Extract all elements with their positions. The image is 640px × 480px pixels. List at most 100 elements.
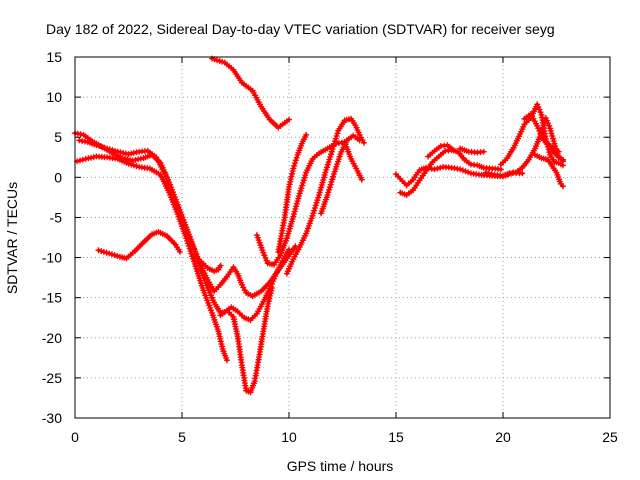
data-point (93, 142, 100, 149)
data-point (95, 247, 102, 254)
y-tick-label: 5 (54, 129, 62, 145)
data-point (555, 148, 562, 155)
series-arc-deep (217, 285, 275, 396)
data-point (217, 262, 224, 269)
x-tick-label: 5 (178, 429, 186, 445)
series-arc-rise-a (253, 139, 365, 268)
data-point (111, 252, 118, 259)
y-tick-label: -10 (42, 250, 62, 266)
series-arc-evening-b (397, 147, 504, 198)
series-arc-main-c (74, 153, 230, 364)
data-point (77, 157, 83, 164)
data-point (559, 158, 566, 165)
series-arc-late-a (482, 115, 566, 179)
series-arc-rise-d (318, 132, 363, 217)
data-point (431, 166, 438, 173)
y-axis-title: SDTVAR / TECUs (4, 182, 20, 294)
y-tick-label: 10 (46, 89, 62, 105)
data-point (559, 183, 566, 190)
chart-title: Day 182 of 2022, Sidereal Day-to-day VTE… (46, 21, 555, 37)
series-arc-main-b (76, 137, 299, 300)
data-point (108, 251, 115, 258)
data-point (268, 285, 275, 291)
x-tick-label: 10 (281, 429, 297, 445)
data-point (356, 137, 363, 144)
series-arc-late-d (532, 151, 566, 190)
data-point (98, 248, 105, 255)
grid (75, 57, 610, 418)
data-point (100, 248, 107, 255)
data-point (299, 182, 306, 189)
data-point (101, 144, 108, 151)
series-arc-left-low (95, 228, 183, 262)
axis-ticks (74, 56, 611, 419)
data-point (176, 248, 183, 255)
data-point (437, 164, 444, 171)
data-point (106, 250, 113, 257)
data-point (303, 131, 310, 138)
x-tick-label: 0 (71, 429, 79, 445)
y-tick-label: -20 (42, 330, 62, 346)
data-point (112, 147, 119, 154)
data-point (536, 106, 543, 113)
series-arc-rise-b (275, 131, 310, 255)
data-point (465, 169, 472, 176)
series-layer (72, 55, 566, 396)
x-tick-label: 20 (495, 429, 511, 445)
series-arc-rise-c (283, 115, 367, 277)
series-arc-short (191, 253, 224, 275)
series-line (75, 154, 229, 362)
plot-area (74, 56, 611, 419)
data-point (106, 146, 113, 153)
data-point (485, 170, 492, 177)
x-tick-label: 15 (388, 429, 404, 445)
data-point (261, 252, 268, 259)
data-point (104, 145, 111, 152)
series-arc-late-e (542, 138, 566, 165)
series-arc-evening-d (457, 145, 487, 156)
series-arc-late-b (497, 101, 566, 169)
data-point (133, 163, 140, 170)
data-point (482, 169, 489, 176)
data-point (457, 166, 464, 173)
data-point (480, 148, 487, 155)
data-point (292, 243, 299, 250)
data-point (130, 162, 137, 169)
y-axis: -30 -25 -20 -15 -10 -5 0 5 10 15 (42, 49, 62, 426)
y-tick-label: 0 (54, 169, 62, 185)
y-tick-label: -25 (42, 370, 62, 386)
y-tick-label: -15 (42, 290, 62, 306)
data-point (125, 160, 132, 167)
series-line (255, 140, 364, 267)
data-point (292, 160, 298, 167)
x-axis: 0 5 10 15 20 25 (71, 429, 618, 445)
data-point (96, 143, 103, 149)
data-point (79, 156, 86, 163)
data-point (360, 139, 367, 146)
data-point (546, 149, 553, 156)
data-point (292, 157, 299, 164)
data-point (358, 176, 365, 183)
data-point (327, 181, 334, 188)
data-point (450, 147, 457, 154)
data-point (488, 171, 495, 178)
data-point (290, 165, 297, 172)
x-axis-title: GPS time / hours (287, 458, 394, 474)
series-arc-evening-c (425, 142, 457, 160)
y-tick-label: -5 (50, 209, 63, 225)
y-tick-label: -30 (42, 410, 62, 426)
data-point (223, 357, 230, 364)
series-line (77, 138, 297, 298)
y-tick-label: 15 (46, 49, 62, 65)
data-point (329, 146, 336, 153)
data-point (293, 154, 300, 161)
data-point (286, 116, 292, 123)
data-point (291, 162, 298, 169)
x-tick-label: 25 (602, 429, 618, 445)
series-arc-top (209, 55, 292, 131)
data-point (462, 168, 469, 175)
data-point (434, 165, 441, 172)
data-point (519, 170, 526, 177)
series-line (210, 57, 291, 130)
